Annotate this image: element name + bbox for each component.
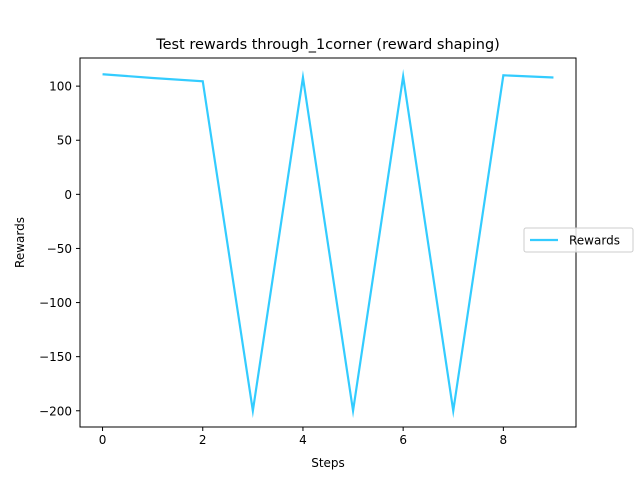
- y-axis: 100 50 0 −50 −100 −150 −200: [39, 80, 80, 418]
- x-tick-label: 8: [500, 433, 508, 447]
- legend-box: [523, 227, 634, 253]
- x-tick-label: 6: [399, 433, 407, 447]
- y-axis-label: Rewards: [13, 217, 27, 268]
- x-axis: 0 2 4 6 8: [99, 427, 507, 447]
- chart-title: Test rewards through_1corner (reward sha…: [155, 37, 500, 53]
- legend-label-rewards: Rewards: [569, 234, 620, 248]
- x-tick-label: 4: [299, 433, 307, 447]
- y-tick-label: 50: [57, 134, 72, 148]
- y-tick-label: −100: [39, 296, 72, 310]
- y-tick-label: −50: [47, 242, 72, 256]
- x-tick-label: 0: [99, 433, 107, 447]
- legend: Rewards: [523, 227, 634, 253]
- series-line-rewards: [102, 68, 554, 419]
- x-axis-label: Steps: [311, 456, 345, 470]
- plot-area: [102, 68, 554, 419]
- y-tick-label: −150: [39, 350, 72, 364]
- y-tick-label: 100: [49, 80, 72, 94]
- y-tick-label: −200: [39, 404, 72, 418]
- x-tick-label: 2: [199, 433, 207, 447]
- y-tick-label: 0: [64, 188, 72, 202]
